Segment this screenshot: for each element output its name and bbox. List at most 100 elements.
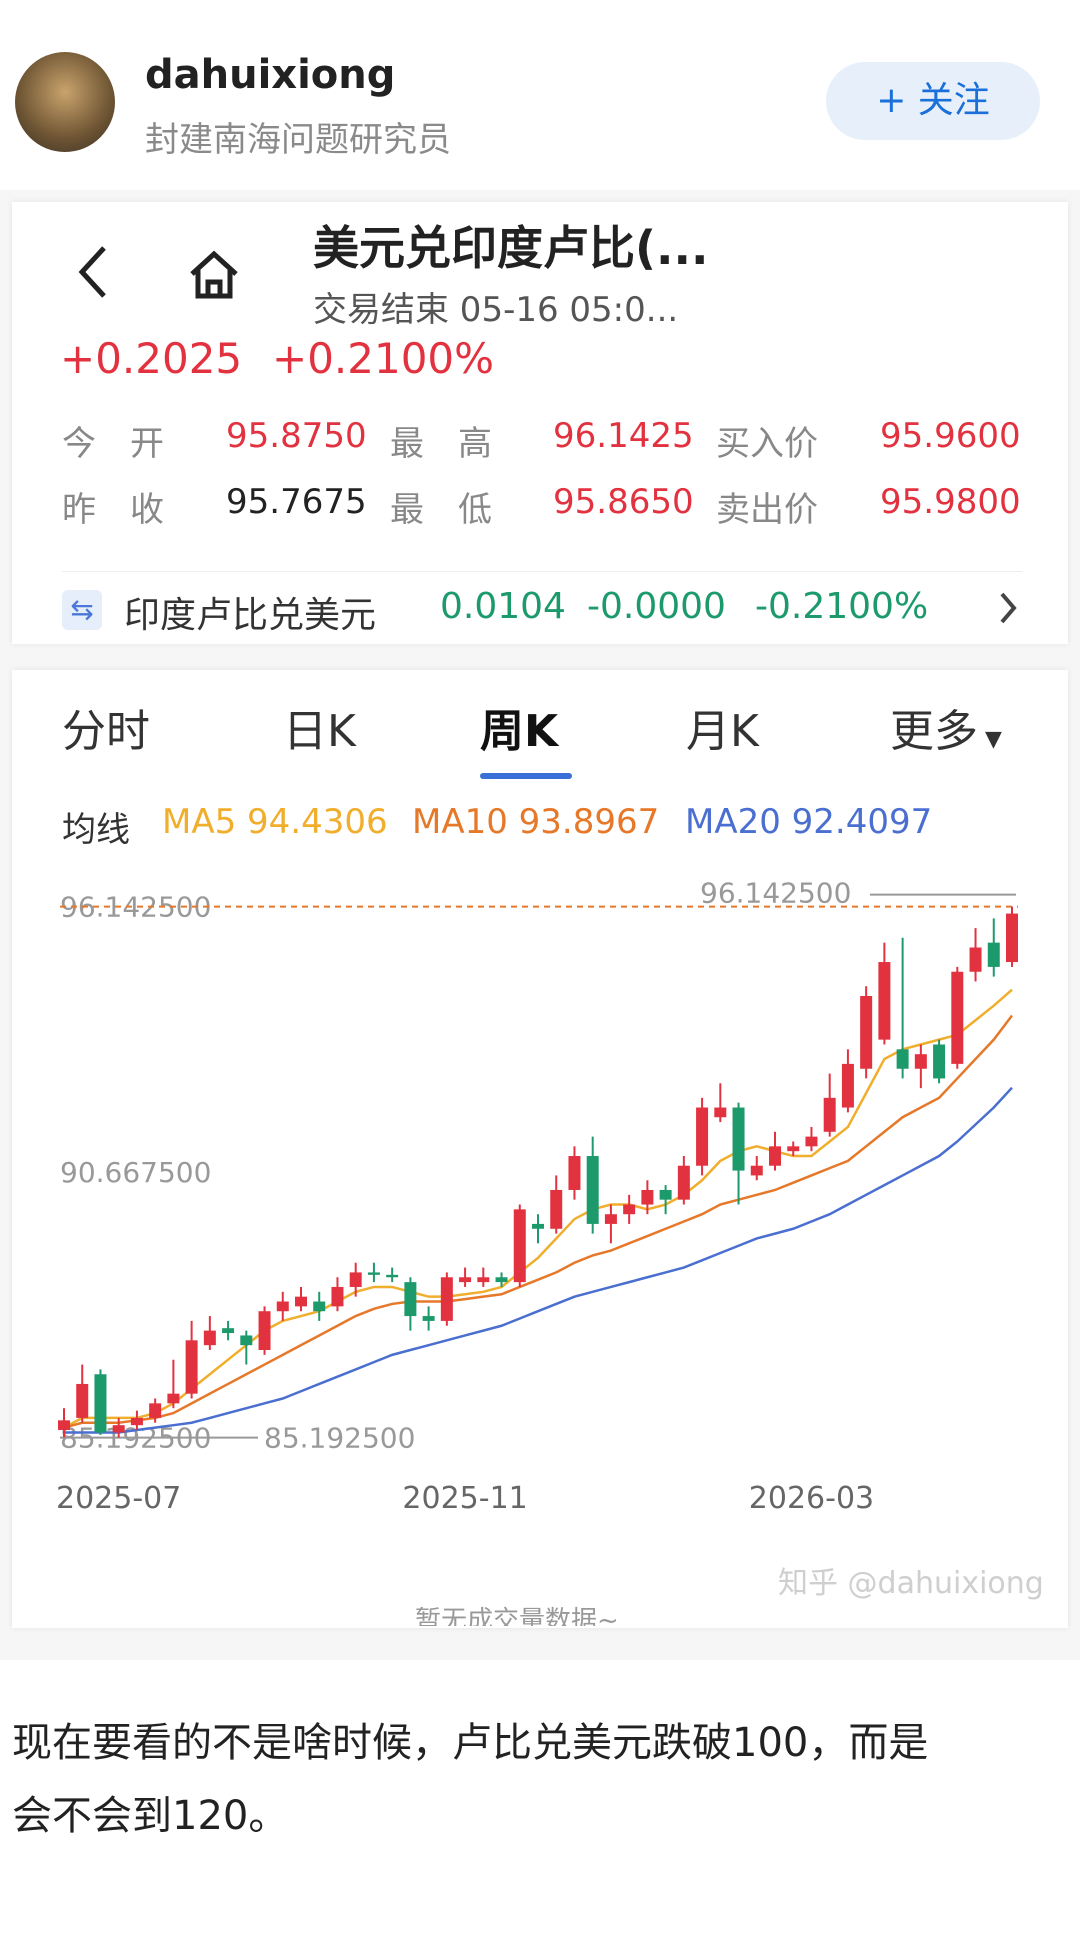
user-subtitle: 封建南海问题研究员 [145,120,451,160]
candle-body [440,1277,453,1321]
candle-body [94,1374,107,1433]
candle-body [422,1316,435,1321]
candle-body [222,1328,235,1334]
candle-body [568,1156,581,1190]
candle-body [896,1049,909,1069]
tab-active[interactable]: 周K [480,706,559,757]
tab[interactable]: 日K [283,706,356,757]
candle-body [1006,913,1018,963]
stat-value: 95.8750 [226,416,367,456]
stat-label: 卖出价 [716,490,818,530]
stat-value: 95.8650 [553,482,694,522]
avatar[interactable] [15,52,115,152]
username[interactable]: dahuixiong [145,52,396,98]
candle-body [112,1425,125,1433]
candle-body [513,1209,526,1283]
tab[interactable]: 更多 ▼ [890,706,1002,757]
candle-body [586,1156,599,1224]
high-label: 96.142500 [700,877,851,910]
candle-body [823,1097,836,1132]
candle-body [860,995,873,1069]
tab[interactable]: 分时 [62,706,150,757]
candle-body [696,1107,709,1166]
candle-body [331,1286,344,1307]
candle-body [714,1107,727,1118]
candle-body [258,1311,271,1351]
candle-body [623,1204,636,1215]
candle-body [878,962,891,1040]
ma-line [63,1014,1013,1429]
candle-body [969,947,982,972]
x-tick-label: 2026-03 [749,1481,874,1516]
candle-body [295,1296,307,1307]
x-tick-label: 2025-07 [56,1481,181,1516]
cross-pct: -0.2100% [755,586,929,627]
home-icon[interactable] [190,250,238,299]
candle-body [240,1335,253,1346]
ma-name: MA20 [685,802,781,842]
ma-legend: MA20 92.4097 [685,802,932,842]
candle-body [459,1277,472,1283]
quote-status: 交易结束 05-16 05:0... [313,290,679,330]
candle-body [276,1301,289,1312]
ma-line [64,1086,1013,1434]
ma-name: MA10 [412,802,508,842]
candle-body [495,1277,508,1283]
candle-body [404,1282,417,1317]
quote-title: 美元兑印度卢比(... [313,221,709,275]
tab-underline [480,773,572,779]
candle-body [732,1107,745,1171]
candle-body [477,1277,490,1283]
candle-body [185,1340,198,1394]
candle-body [349,1272,362,1287]
stat-label: 昨 收 [62,490,164,530]
ma-legend: MA10 93.8967 [412,802,659,842]
watermark: 知乎 @dahuixiong [778,1566,1044,1601]
tab-more[interactable]: 更多 [890,706,978,757]
ma-name: MA5 [162,802,237,842]
stat-label: 最 低 [390,490,492,530]
ma-label: 均线 [62,810,130,850]
candle-body [604,1214,617,1224]
chart-card [12,670,1068,1628]
candle-body [951,971,964,1064]
ma-legend: MA5 94.4306 [162,802,388,842]
candle-body [58,1420,70,1431]
stat-value: 95.9800 [880,482,1021,522]
cross-change: -0.0000 [587,586,726,627]
candle-body [805,1136,818,1147]
quote-card [12,202,1068,644]
candle-body [313,1301,326,1312]
y-tick-label: 90.667500 [60,1156,211,1189]
ma-value: 94.4306 [247,802,388,842]
divider [62,571,1022,572]
stat-label: 今 开 [62,424,164,464]
candle-body [677,1165,690,1200]
ma-line [63,988,1013,1429]
candle-body [659,1189,672,1200]
stat-value: 95.9600 [880,416,1021,456]
candle-body [933,1044,946,1079]
candle-body [550,1189,563,1229]
change-pct: +0.2100% [272,334,495,383]
change: +0.2025 [60,334,243,383]
candle-body [769,1146,781,1166]
tab[interactable]: 月K [686,706,759,757]
ma-value: 93.8967 [518,802,660,842]
candle-body [841,1063,854,1108]
candle-body [987,942,1000,967]
candle-body [532,1223,544,1229]
follow-button[interactable]: + 关注 [826,62,1040,140]
stat-value: 96.1425 [553,416,694,456]
candle-body [167,1393,180,1404]
chevron-icon[interactable] [1000,592,1017,624]
cross-name[interactable]: 印度卢比兑美元 [124,595,377,636]
volume-note: 暂无成交量数据~ [415,1606,619,1626]
candle-body [203,1330,216,1346]
stat-label: 最 高 [390,424,492,464]
back-icon[interactable] [78,246,106,298]
candle-body [914,1054,927,1069]
candle-body [787,1146,800,1152]
